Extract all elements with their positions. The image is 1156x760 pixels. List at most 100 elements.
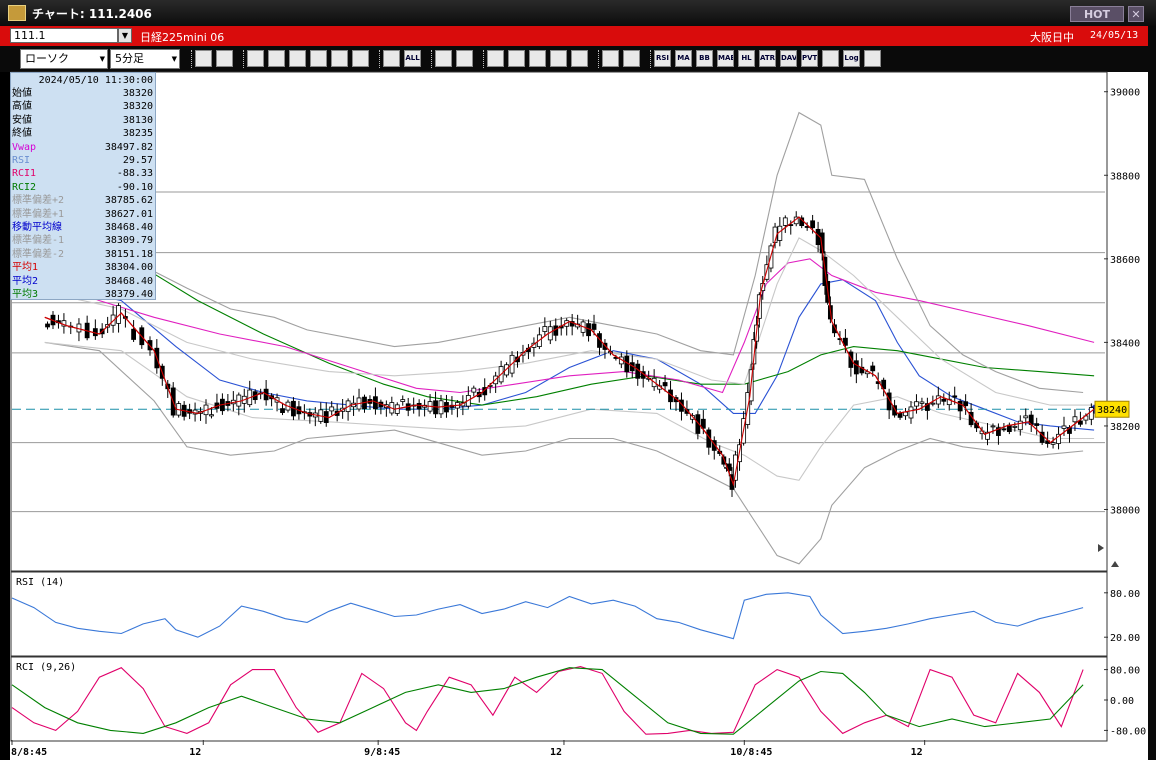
candle-body <box>957 400 963 412</box>
info-datetime: 2024/05/10 11:30:00 <box>38 75 153 86</box>
symbol-dropdown-button[interactable]: ▼ <box>118 28 132 43</box>
toolbar-davi-button[interactable]: DAVI <box>780 50 797 67</box>
candle-body <box>515 356 520 363</box>
info-value: 38627.01 <box>104 208 153 220</box>
panel-frame <box>10 71 1108 572</box>
candle-body <box>810 220 816 229</box>
info-row: RCI2 -90.10 <box>12 181 155 194</box>
info-row: 終値 38235 <box>12 127 155 140</box>
toolbar-window-button[interactable] <box>822 50 839 67</box>
title-bar <box>0 0 1156 26</box>
candle-body <box>1001 428 1007 431</box>
info-row: 標準偏差+2 38785.62 <box>12 194 155 207</box>
toolbar-separator <box>483 50 485 68</box>
info-value: 38497.82 <box>104 141 153 153</box>
candle-body <box>897 413 903 418</box>
toolbar-mae-button[interactable]: MAE <box>717 50 734 67</box>
toolbar-copy-button[interactable] <box>508 50 525 67</box>
toolbar-separator <box>243 50 245 68</box>
info-value: 38235 <box>122 128 153 140</box>
hot-button[interactable]: HOT <box>1070 6 1124 22</box>
candle-body <box>1012 425 1018 428</box>
toolbar-settings-button[interactable] <box>571 50 588 67</box>
toolbar-tool-1-button[interactable] <box>247 50 264 67</box>
info-label: 高値 <box>12 101 32 113</box>
candle-body <box>990 425 996 428</box>
candle-body <box>1061 425 1067 429</box>
info-label: 平均3 <box>12 289 39 300</box>
toolbar-export-button[interactable] <box>864 50 881 67</box>
candle-body <box>689 415 695 420</box>
candle-body <box>819 232 825 254</box>
toolbar-zoom-in-button[interactable] <box>195 50 212 67</box>
toolbar-print-button[interactable] <box>529 50 546 67</box>
x-tick-label: 12 <box>189 747 201 758</box>
candle-body <box>886 392 892 411</box>
candle-body <box>673 397 679 403</box>
y-tick-label: 38000 <box>1110 506 1140 517</box>
candle-body <box>131 328 136 340</box>
y-tick-label: 38200 <box>1110 422 1140 433</box>
candle-body <box>280 408 285 413</box>
toolbar-bb-button[interactable]: BB <box>696 50 713 67</box>
toolbar-tool-2-button[interactable] <box>268 50 285 67</box>
candle-body <box>1017 420 1023 431</box>
candle-body <box>700 418 706 429</box>
info-row: 標準偏差-1 38309.79 <box>12 234 155 247</box>
toolbar-atr-button[interactable]: ATR <box>759 50 776 67</box>
toolbar-zoom-out-button[interactable] <box>216 50 233 67</box>
interval-select[interactable]: 5分足 ▼ <box>110 49 180 69</box>
info-label: 平均1 <box>12 262 39 274</box>
info-label: 標準偏差+2 <box>12 195 65 207</box>
toolbar-arrow-tool-button[interactable] <box>456 50 473 67</box>
info-label: 移動平均線 <box>12 222 62 233</box>
toolbar-hl-button[interactable]: HL <box>738 50 755 67</box>
toolbar-trash-button[interactable] <box>550 50 567 67</box>
toolbar-log-button[interactable]: Log <box>843 50 860 67</box>
toolbar-palette-button[interactable] <box>623 50 640 67</box>
candle-body <box>875 381 881 384</box>
info-value: 38151.18 <box>104 248 153 260</box>
candle-body <box>952 395 958 398</box>
toolbar-bar-1-button[interactable] <box>352 50 369 67</box>
candle-body <box>832 324 837 334</box>
info-value: 38320 <box>122 101 153 113</box>
info-row: 平均1 38304.00 <box>12 261 155 274</box>
chart-type-select[interactable]: ローソク ▼ <box>20 49 108 69</box>
candle-body <box>1056 433 1061 444</box>
series-line <box>44 216 1095 487</box>
toolbar-all-button[interactable]: ALL <box>404 50 421 67</box>
toolbar-tool-3-button[interactable] <box>289 50 306 67</box>
candle-body <box>870 365 876 372</box>
info-value: 38468.40 <box>104 275 153 287</box>
candle-body <box>924 403 930 411</box>
last-price-box <box>1094 400 1130 418</box>
series-line <box>44 341 1084 565</box>
toolbar-pvt-button[interactable]: PVT <box>801 50 818 67</box>
y-tick-label: 38400 <box>1110 338 1140 349</box>
symbol-code-input[interactable]: 111.1 <box>10 28 118 43</box>
toolbar-pointer-button[interactable] <box>487 50 504 67</box>
info-value: 29.57 <box>122 155 153 166</box>
candle-body <box>837 338 843 341</box>
toolbar-rsi-button[interactable]: RSI <box>654 50 671 67</box>
toolbar-ma-button[interactable]: MA <box>675 50 692 67</box>
info-row: Vwap 38497.82 <box>12 141 155 154</box>
x-tick-label: 12 <box>911 747 923 758</box>
info-label: 始値 <box>12 88 32 99</box>
toolbar-line-tool-button[interactable] <box>435 50 452 67</box>
toolbar-tool-5-button[interactable] <box>331 50 348 67</box>
series-line <box>44 111 1084 394</box>
candle-body <box>471 387 477 393</box>
toolbar-wrench-button[interactable] <box>602 50 619 67</box>
toolbar-separator <box>431 50 433 68</box>
close-button[interactable]: ✕ <box>1128 6 1144 22</box>
candle-body <box>45 323 50 328</box>
chart-app-icon <box>8 5 26 21</box>
info-row: 平均3 38379.40 <box>12 288 155 301</box>
toolbar-bar-2-button[interactable] <box>383 50 400 67</box>
toolbar-tool-4-button[interactable] <box>310 50 327 67</box>
candle-body <box>946 398 952 406</box>
y-tick-label: 80.00 <box>1110 666 1140 677</box>
